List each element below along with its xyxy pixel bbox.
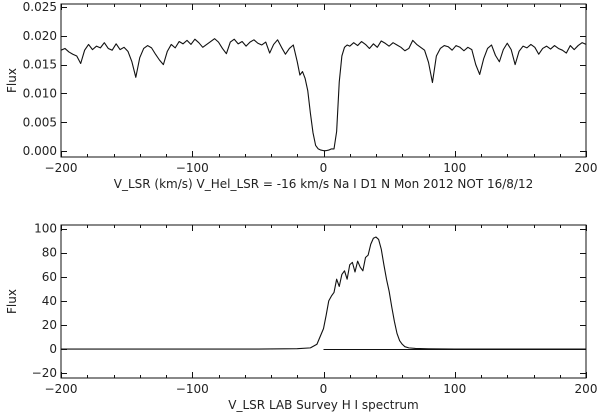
bottom-panel-xtick-label: −200 <box>45 382 78 396</box>
bottom-panel-ytick-label: 20 <box>42 318 57 332</box>
top-panel-ytick-label: 0.025 <box>23 0 57 14</box>
bottom-panel-ytick-label: −20 <box>32 366 57 380</box>
top-panel-xtick-label: 0 <box>320 161 328 175</box>
top-panel-spectrum-line <box>60 38 587 152</box>
top-panel-xtick-label: −200 <box>45 161 78 175</box>
top-panel-ylabel: Flux <box>5 68 19 93</box>
bottom-panel-ytick-label: 100 <box>34 222 57 236</box>
top-panel-xtick-label: 200 <box>575 161 598 175</box>
bottom-panel-frame <box>60 224 587 379</box>
top-panel-frame <box>60 3 587 158</box>
bottom-panel-ylabel: Flux <box>5 289 19 314</box>
bottom-panel-spectrum-line <box>60 236 587 350</box>
top-panel-ytick-label: 0.015 <box>23 58 57 72</box>
bottom-panel-ytick-label: 60 <box>42 270 57 284</box>
bottom-panel-ytick-label: 40 <box>42 294 57 308</box>
top-panel: −200 −100 0 100 200 0.000 0.005 0.010 0.015 0.020… <box>5 0 597 191</box>
bottom-panel-xtick-label: 0 <box>320 382 328 396</box>
top-panel-xtick-label: 100 <box>443 161 466 175</box>
bottom-panel-ytick-label: 0 <box>49 342 57 356</box>
bottom-panel-xlabel: V_LSR LAB Survey H I spectrum <box>228 398 418 412</box>
top-panel-xtick-label: −100 <box>176 161 209 175</box>
top-panel-ytick-label: 0.010 <box>23 86 57 100</box>
top-panel-ytick-label: 0.020 <box>23 29 57 43</box>
top-panel-ytick-label: 0.005 <box>23 115 57 129</box>
bottom-panel-xtick-label: 100 <box>443 382 466 396</box>
bottom-panel-xtick-label: 200 <box>575 382 598 396</box>
bottom-panel-xtick-label: −100 <box>176 382 209 396</box>
top-panel-ytick-label: 0.000 <box>23 144 57 158</box>
top-panel-xlabel: V_LSR (km/s) V_Hel_LSR = -16 km/s Na I D… <box>114 177 533 191</box>
bottom-panel-ytick-label: 80 <box>42 246 57 260</box>
